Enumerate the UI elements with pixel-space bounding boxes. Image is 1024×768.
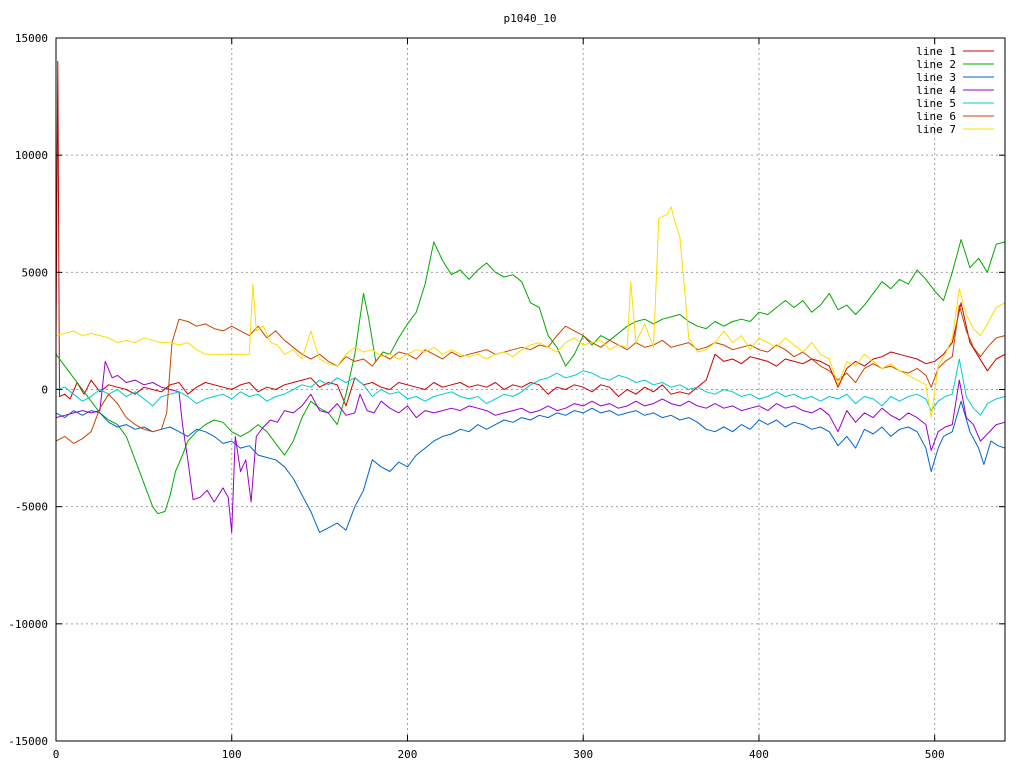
series-line-7 [55, 206, 1006, 419]
legend-label: line 6 [916, 110, 956, 123]
legend-label: line 2 [916, 58, 956, 71]
series-group [55, 60, 1006, 533]
series-line-6 [55, 304, 1006, 444]
x-tick-label: 300 [573, 748, 593, 761]
y-tick-label: -15000 [8, 735, 48, 748]
y-tick-label: 15000 [15, 32, 48, 45]
series-line-5 [55, 358, 1006, 416]
series-line-3 [55, 400, 1006, 533]
chart-title: p1040_10 [504, 12, 557, 25]
x-tick-label: 100 [222, 748, 242, 761]
y-tick-label: 0 [41, 384, 48, 397]
series-line-4 [55, 360, 1006, 533]
x-tick-label: 0 [53, 748, 60, 761]
y-tick-label: 5000 [22, 266, 49, 279]
axis-ticks: 0 100 200 300 400 500 -15000 -10000 -5000 0 5000 10… [8, 32, 1005, 761]
y-tick-label: -10000 [8, 618, 48, 631]
y-tick-label: 10000 [15, 149, 48, 162]
legend-label: line 5 [916, 97, 956, 110]
y-tick-label: -5000 [15, 501, 48, 514]
series-line-1 [55, 60, 1006, 407]
x-tick-label: 500 [925, 748, 945, 761]
legend-label: line 1 [916, 45, 956, 58]
legend-label: line 7 [916, 123, 956, 136]
series-line-2 [55, 239, 1006, 515]
legend-label: line 3 [916, 71, 956, 84]
grid [56, 38, 1005, 741]
legend-label: line 4 [916, 84, 956, 97]
x-tick-label: 200 [398, 748, 418, 761]
x-tick-label: 400 [749, 748, 769, 761]
